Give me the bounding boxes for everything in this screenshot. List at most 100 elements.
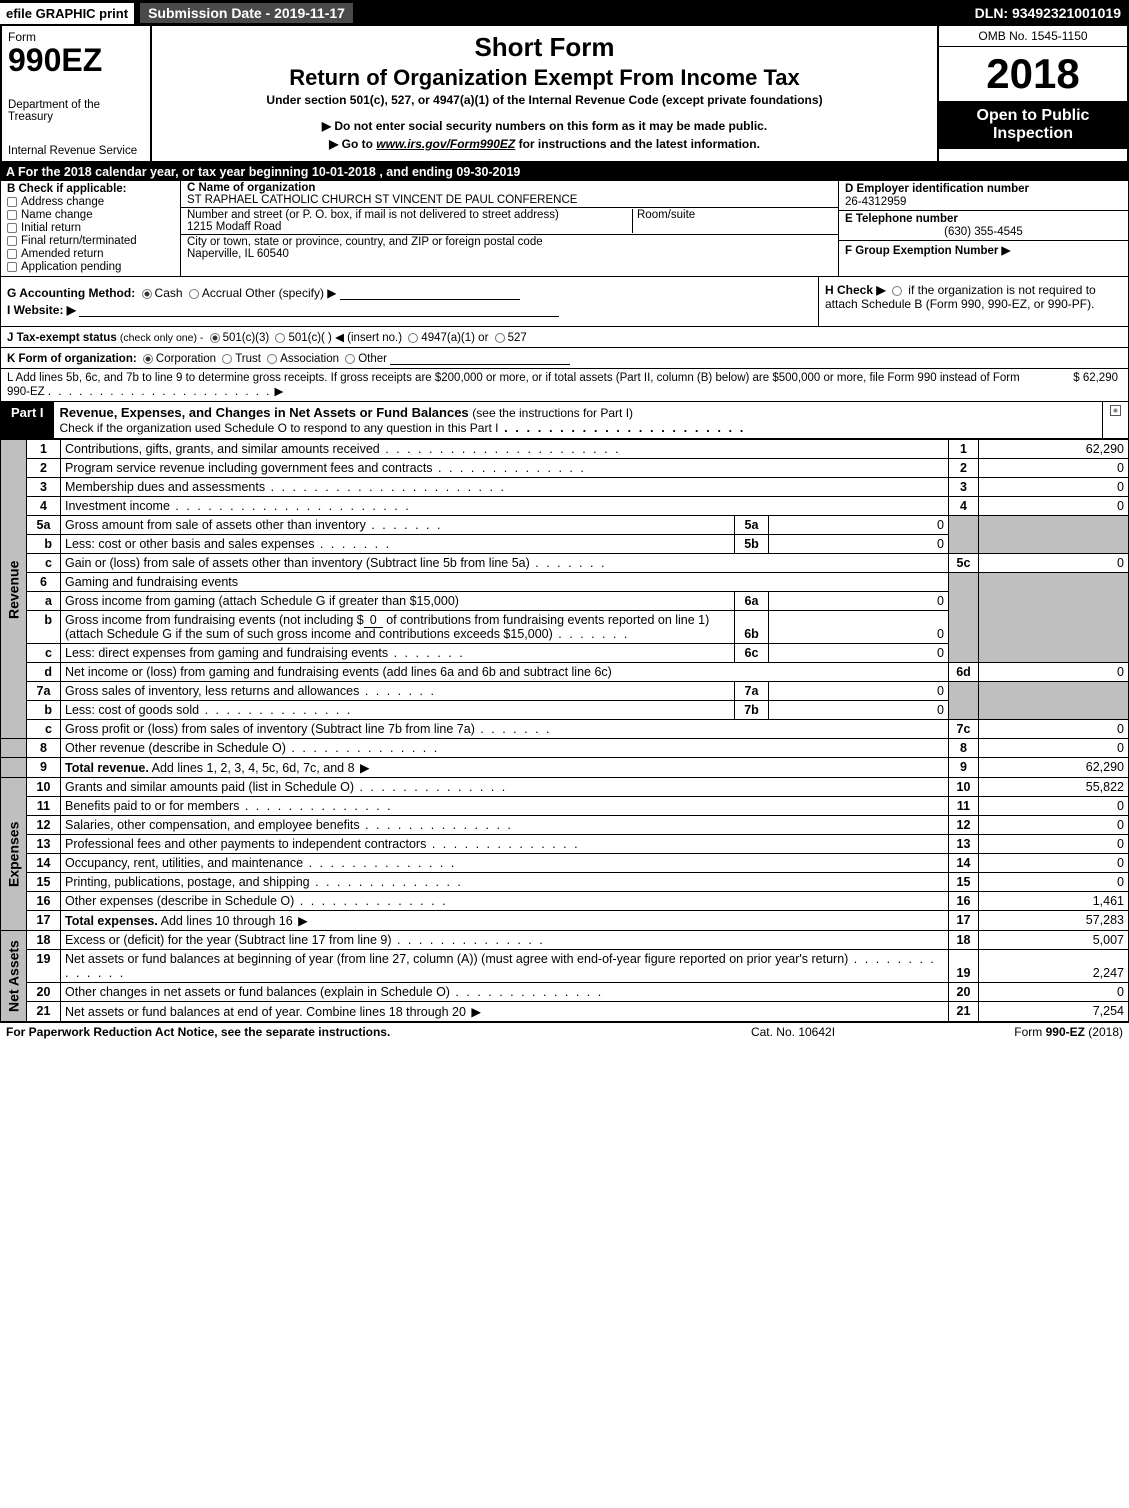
short-form-title: Short Form xyxy=(160,32,929,63)
form-header: Form 990EZ Department of the Treasury In… xyxy=(0,26,1129,163)
chk-final-return[interactable]: Final return/terminated xyxy=(7,235,174,247)
chk-name-change[interactable]: Name change xyxy=(7,209,174,221)
shaded-cell xyxy=(949,516,979,554)
desc-text: Gross sales of inventory, less returns a… xyxy=(65,684,359,698)
city-label: City or town, state or province, country… xyxy=(187,236,832,248)
row-11: 11 Benefits paid to or for members 11 0 xyxy=(1,797,1129,816)
radio-schedule-b[interactable] xyxy=(892,286,902,296)
chk-initial-return[interactable]: Initial return xyxy=(7,222,174,234)
i-website-field[interactable] xyxy=(79,303,559,317)
desc-text: Salaries, other compensation, and employ… xyxy=(65,818,360,832)
ln: 10 xyxy=(27,778,61,797)
tv: 0 xyxy=(979,816,1129,835)
ln: 21 xyxy=(27,1002,61,1022)
radio-trust[interactable] xyxy=(222,354,232,364)
i-label: I Website: ▶ xyxy=(7,303,76,317)
row-18: Net Assets 18 Excess or (deficit) for th… xyxy=(1,931,1129,950)
room-suite: Room/suite xyxy=(632,209,832,233)
chk-amended-return[interactable]: Amended return xyxy=(7,248,174,260)
org-name-row: C Name of organization ST RAPHAEL CATHOL… xyxy=(181,181,838,208)
row-8: 8 Other revenue (describe in Schedule O)… xyxy=(1,739,1129,758)
ln: 7a xyxy=(27,682,61,701)
j-opt-0: 501(c)(3) xyxy=(223,332,270,344)
irs-label: Internal Revenue Service xyxy=(8,145,144,157)
checkbox-icon xyxy=(7,236,17,246)
i-line: I Website: ▶ xyxy=(7,303,812,317)
desc-text: Gross amount from sale of assets other t… xyxy=(65,518,366,532)
ln: b xyxy=(27,535,61,554)
ln: a xyxy=(27,592,61,611)
radio-501c[interactable] xyxy=(275,333,285,343)
chk-application-pending[interactable]: Application pending xyxy=(7,261,174,273)
radio-association[interactable] xyxy=(267,354,277,364)
ln: 9 xyxy=(27,758,61,778)
e-label: E Telephone number xyxy=(845,213,1122,225)
dots xyxy=(360,818,513,832)
tn: 2 xyxy=(949,459,979,478)
tn: 7c xyxy=(949,720,979,739)
form-number: 990EZ xyxy=(8,44,144,76)
tv: 0 xyxy=(979,720,1129,739)
notices: ▶ Do not enter social security numbers o… xyxy=(160,119,929,151)
dots xyxy=(286,741,439,755)
desc: Less: cost of goods sold xyxy=(61,701,735,720)
ln: 1 xyxy=(27,440,61,459)
radio-other-org[interactable] xyxy=(345,354,355,364)
chk-address-change[interactable]: Address change xyxy=(7,196,174,208)
ln: b xyxy=(27,611,61,644)
d-label: D Employer identification number xyxy=(845,183,1122,195)
desc: Benefits paid to or for members xyxy=(61,797,949,816)
period-end: 09-30-2019 xyxy=(456,165,520,179)
tv: 62,290 xyxy=(979,440,1129,459)
desc-text: Program service revenue including govern… xyxy=(65,461,433,475)
sn: 7b xyxy=(735,701,769,720)
desc: Occupancy, rent, utilities, and maintena… xyxy=(61,854,949,873)
chk-label: Amended return xyxy=(21,248,103,260)
tv: 0 xyxy=(979,478,1129,497)
l-arrow: ▶ xyxy=(275,386,284,398)
radio-corporation[interactable] xyxy=(143,354,153,364)
dots xyxy=(265,480,506,494)
part1-checkbox-cell[interactable] xyxy=(1102,402,1128,438)
footer-form-num: 990-EZ xyxy=(1046,1025,1085,1039)
tn: 18 xyxy=(949,931,979,950)
row-9: 9 Total revenue. Add lines 1, 2, 3, 4, 5… xyxy=(1,758,1129,778)
g-opt-cash: Cash xyxy=(155,286,183,300)
efile-label: efile GRAPHIC print xyxy=(0,3,134,24)
tn: 8 xyxy=(949,739,979,758)
radio-4947[interactable] xyxy=(408,333,418,343)
radio-527[interactable] xyxy=(495,333,505,343)
shaded-cell xyxy=(949,682,979,720)
notice-goto-link[interactable]: www.irs.gov/Form990EZ xyxy=(376,137,515,151)
row-3: 3 Membership dues and assessments 3 0 xyxy=(1,478,1129,497)
desc: Other expenses (describe in Schedule O) xyxy=(61,892,949,911)
k-opt-1: Trust xyxy=(235,353,261,365)
dots xyxy=(199,703,352,717)
footer-catno: Cat. No. 10642I xyxy=(663,1025,923,1039)
ln: 19 xyxy=(27,950,61,983)
dots xyxy=(553,627,630,641)
row-19: 19 Net assets or fund balances at beginn… xyxy=(1,950,1129,983)
ein-value: 26-4312959 xyxy=(845,196,1122,208)
ln: 12 xyxy=(27,816,61,835)
row-2: 2 Program service revenue including gove… xyxy=(1,459,1129,478)
radio-cash[interactable] xyxy=(142,289,152,299)
l-line: L Add lines 5b, 6c, and 7b to line 9 to … xyxy=(0,369,1129,402)
k-other-field[interactable] xyxy=(390,351,570,365)
tn: 9 xyxy=(949,758,979,778)
addr-value: 1215 Modaff Road xyxy=(187,221,632,233)
row-15: 15 Printing, publications, postage, and … xyxy=(1,873,1129,892)
g-other-field[interactable] xyxy=(340,286,520,300)
tv: 55,822 xyxy=(979,778,1129,797)
row-16: 16 Other expenses (describe in Schedule … xyxy=(1,892,1129,911)
desc: Program service revenue including govern… xyxy=(61,459,949,478)
ln: 3 xyxy=(27,478,61,497)
side-revenue-pad xyxy=(1,739,27,758)
notice-ssn: ▶ Do not enter social security numbers o… xyxy=(160,119,929,133)
desc: Professional fees and other payments to … xyxy=(61,835,949,854)
part1-header: Part I Revenue, Expenses, and Changes in… xyxy=(0,402,1129,439)
desc: Gain or (loss) from sale of assets other… xyxy=(61,554,949,573)
radio-501c3[interactable] xyxy=(210,333,220,343)
period-row: A For the 2018 calendar year, or tax yea… xyxy=(0,163,1129,181)
radio-accrual[interactable] xyxy=(189,289,199,299)
